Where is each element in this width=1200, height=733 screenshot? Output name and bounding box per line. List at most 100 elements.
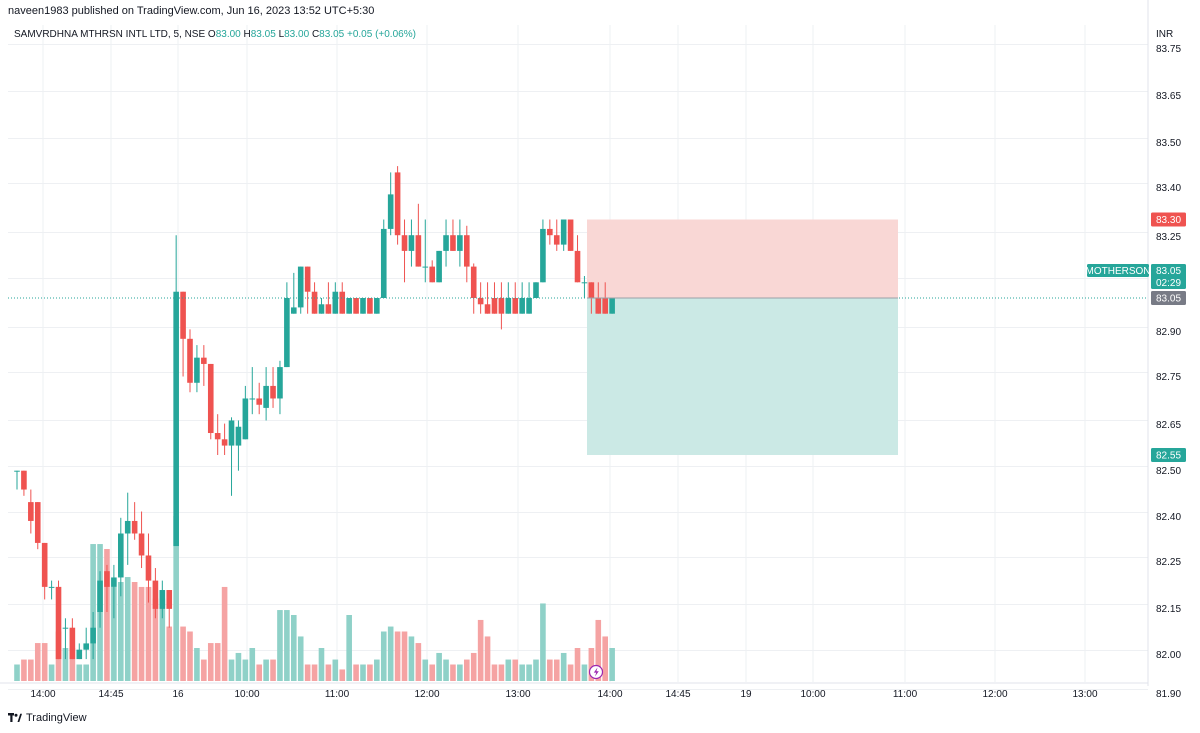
- candle: [28, 489, 34, 534]
- chart-grid: [8, 25, 1148, 690]
- volume-bar: [69, 648, 76, 681]
- candle-body: [401, 235, 408, 251]
- volume-bar: [346, 615, 352, 681]
- candle: [242, 385, 249, 440]
- volume-bar: [380, 631, 387, 681]
- candle-body: [104, 571, 110, 587]
- candlesticks: [14, 166, 615, 660]
- volume-bar: [304, 664, 311, 681]
- symbol-label-text: MOTHERSON: [1086, 266, 1151, 277]
- candle: [567, 219, 574, 251]
- candle: [90, 612, 96, 660]
- stop-loss-zone: [587, 219, 898, 298]
- candle-body: [429, 266, 435, 283]
- candle: [263, 367, 269, 421]
- volume-bar: [277, 610, 283, 681]
- candle-body: [228, 420, 235, 446]
- volume-bar: [180, 626, 186, 681]
- volume-bar: [526, 664, 532, 681]
- candle-body: [567, 219, 574, 251]
- volume-bar: [104, 549, 110, 681]
- candle-body: [408, 235, 415, 251]
- volume-bar: [470, 652, 477, 681]
- candle-body: [221, 439, 228, 446]
- candle: [180, 291, 186, 377]
- volume-bar: [498, 664, 505, 681]
- candle-body: [291, 307, 297, 314]
- candle-body: [353, 298, 359, 314]
- candle: [83, 627, 89, 660]
- volume-bar: [387, 626, 394, 681]
- time-tick-label: 12:00: [982, 689, 1007, 700]
- profit-target-zone: [587, 298, 898, 455]
- candle-body: [14, 470, 20, 472]
- candle: [318, 298, 325, 314]
- candle: [422, 219, 429, 283]
- symbol-label-bg: [1087, 264, 1149, 277]
- candle-body: [581, 282, 588, 284]
- candle-body: [360, 298, 366, 314]
- volume-bar: [131, 582, 138, 681]
- volume-bar: [484, 636, 491, 681]
- candle: [353, 298, 359, 314]
- candle: [221, 423, 228, 455]
- price-tick-label: 82.00: [1156, 650, 1181, 661]
- candle-body: [277, 367, 283, 399]
- legend-part: +0.05 (+0.06%): [347, 29, 416, 40]
- candle: [457, 219, 463, 267]
- volume-bar: [408, 636, 415, 681]
- candle: [228, 417, 235, 496]
- volume-bar: [62, 648, 69, 681]
- candle: [574, 235, 581, 283]
- candle: [394, 166, 401, 245]
- volume-bar: [249, 648, 256, 681]
- volume-bar: [242, 659, 249, 681]
- candle: [145, 533, 152, 603]
- countdown-text: 02:29: [1156, 278, 1181, 289]
- candle: [547, 219, 553, 245]
- volume-bar: [367, 664, 373, 681]
- price-tick-label: 82.50: [1156, 466, 1181, 477]
- last-price-text: 83.05: [1156, 266, 1181, 277]
- candle: [207, 363, 214, 440]
- volume-bar: [152, 598, 159, 681]
- volume-bar: [477, 619, 484, 681]
- volume-bar: [422, 659, 429, 681]
- volume-bar: [574, 648, 581, 681]
- time-tick-label: 14:45: [665, 689, 690, 700]
- candle-body: [477, 298, 484, 305]
- candle: [284, 282, 290, 368]
- volume-bar: [588, 648, 595, 681]
- candle: [560, 219, 567, 251]
- candle: [470, 263, 477, 314]
- candle-body: [367, 298, 373, 314]
- last-price-bg: [1151, 264, 1186, 289]
- legend-part: 83.00: [216, 29, 244, 40]
- time-tick-label: 16: [172, 689, 184, 700]
- candle: [533, 282, 539, 298]
- candle-body: [443, 235, 449, 251]
- volume-bar: [221, 586, 228, 681]
- volume-bar: [201, 659, 207, 681]
- candle-body: [311, 291, 318, 314]
- candle-body: [304, 266, 311, 292]
- price-tick-label: 83.65: [1156, 91, 1181, 102]
- candle-body: [498, 298, 505, 314]
- candle-body: [540, 228, 546, 283]
- volume-bar: [111, 586, 117, 681]
- legend-part: 83.05: [319, 29, 347, 40]
- volume-bar: [194, 648, 200, 681]
- volume-bar: [235, 652, 242, 681]
- candle: [166, 590, 173, 628]
- lightning-icon[interactable]: [588, 664, 604, 680]
- candle-body: [318, 304, 325, 314]
- candle-body: [547, 228, 553, 236]
- stop-price-tag-text: 83.30: [1156, 215, 1181, 226]
- candle-body: [187, 338, 193, 383]
- candle: [339, 282, 346, 314]
- tradingview-brand[interactable]: TradingView: [8, 712, 87, 724]
- candle-body: [394, 172, 401, 236]
- candle-body: [48, 586, 55, 588]
- candle-body: [560, 219, 567, 245]
